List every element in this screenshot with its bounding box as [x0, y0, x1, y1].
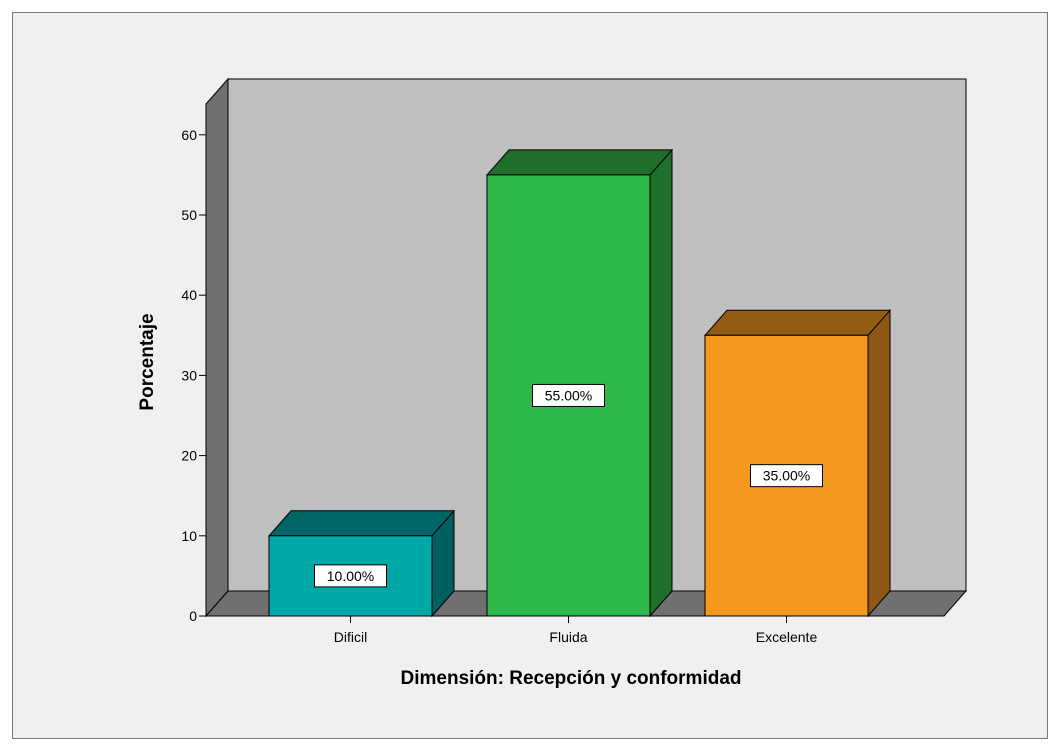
y-tick-label: 20: [181, 448, 197, 464]
y-tick-label: 10: [181, 528, 197, 544]
chart-canvas: 0 10 20 30 40 50 60 10.00% 55.00% 35.00% Dificil…: [137, 77, 968, 689]
chart-side-wall: [205, 77, 229, 618]
y-tick-label: 40: [181, 287, 197, 303]
bar-side: [649, 148, 673, 618]
chart-frame: 0 10 20 30 40 50 60 10.00% 55.00% 35.00% Dificil…: [12, 12, 1048, 739]
data-label-box: [314, 564, 387, 588]
bar-front: [704, 334, 869, 617]
x-axis-ticks: Dificil Fluida Excelente: [334, 616, 818, 645]
bar-top: [267, 510, 456, 537]
y-tick-label: 60: [181, 127, 197, 143]
data-label-text: 10.00%: [327, 568, 374, 584]
bar-top: [485, 149, 674, 176]
data-label-box: [532, 383, 605, 407]
bar-fluida: 55.00%: [485, 148, 674, 618]
bar-dificil: 10.00%: [267, 509, 456, 618]
x-tick-label: Excelente: [756, 629, 818, 645]
y-axis-title: Porcentaje: [137, 313, 158, 410]
x-axis-title: Dimensión: Recepción y conformidad: [401, 668, 742, 689]
data-label-text: 55.00%: [545, 387, 592, 403]
bar-excelente: 35.00%: [703, 308, 892, 618]
x-tick-label: Fluida: [549, 629, 587, 645]
y-tick-label: 0: [189, 608, 197, 624]
data-label-text: 35.00%: [763, 468, 810, 484]
bar-side: [867, 308, 891, 618]
data-label-box: [750, 464, 823, 488]
data-label: 35.00%: [750, 464, 823, 488]
x-tick-label: Dificil: [334, 629, 367, 645]
y-tick-label: 30: [181, 367, 197, 383]
y-tick-label: 50: [181, 207, 197, 223]
bar-top: [703, 309, 892, 336]
data-label: 10.00%: [314, 564, 387, 588]
data-label: 55.00%: [532, 383, 605, 407]
y-axis-ticks: 0 10 20 30 40 50 60: [181, 127, 206, 624]
